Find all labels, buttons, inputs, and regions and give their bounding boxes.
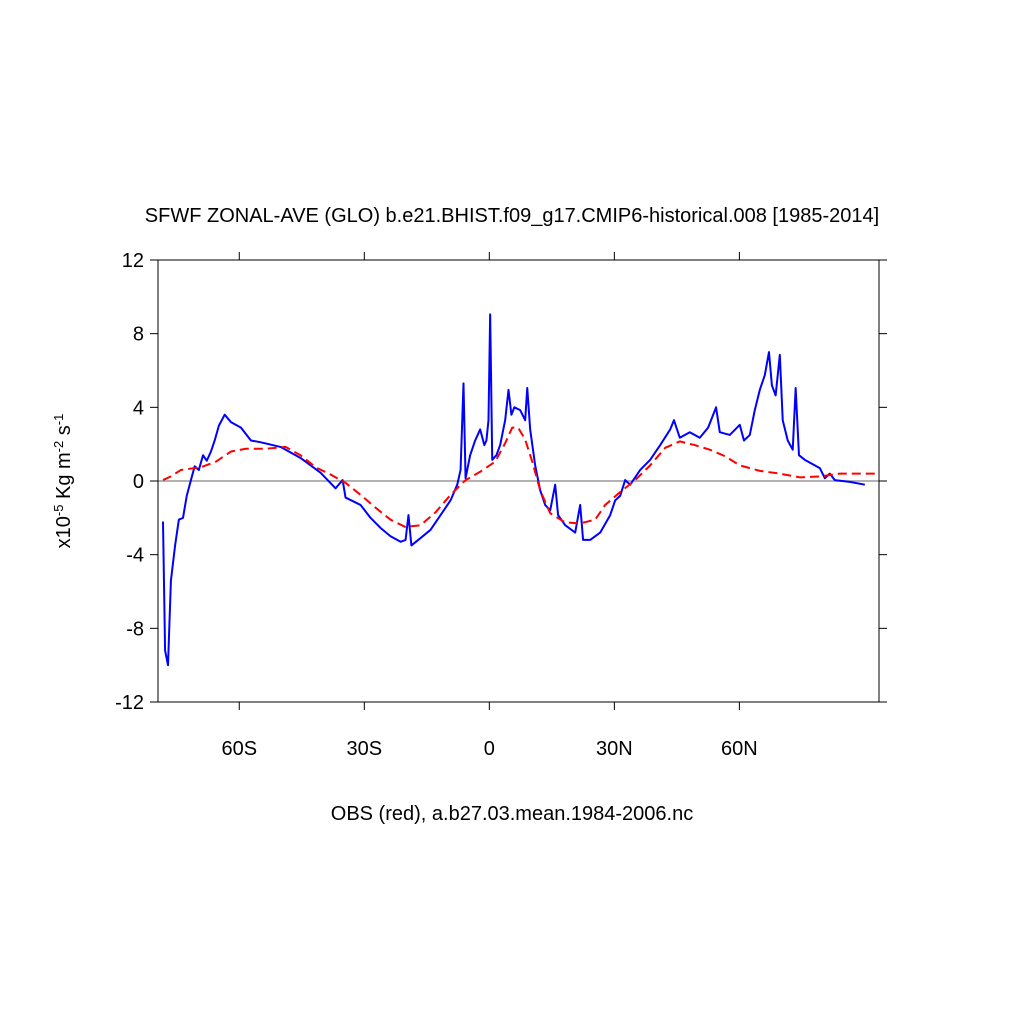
- chart-title: SFWF ZONAL-AVE (GLO) b.e21.BHIST.f09_g17…: [145, 205, 879, 227]
- y-tick-label: 4: [133, 397, 144, 419]
- x-axis-label: OBS (red), a.b27.03.mean.1984-2006.nc: [331, 803, 693, 825]
- series-line: [162, 313, 866, 667]
- x-tick-label: 60N: [721, 738, 758, 760]
- y-axis-label-part: -1: [51, 414, 66, 426]
- y-tick-label: 0: [133, 471, 144, 493]
- series-line: [162, 426, 878, 529]
- y-axis-label-part: s: [53, 425, 75, 441]
- y-axis-label-part: Kg m: [53, 452, 75, 504]
- y-axis-label: x10-5 Kg m-2 s-1: [51, 414, 76, 549]
- y-axis-label-part: x10: [53, 516, 75, 548]
- y-axis-label-part: -5: [51, 505, 66, 517]
- y-tick-label: -12: [115, 692, 144, 714]
- y-tick-label: -8: [126, 618, 144, 640]
- x-tick-label: 0: [484, 738, 495, 760]
- y-axis-label-part: -2: [51, 441, 66, 453]
- x-tick-label: 30S: [347, 738, 383, 760]
- x-tick-label: 60S: [221, 738, 257, 760]
- plot-frame: [157, 259, 880, 703]
- y-tick-label: -4: [126, 545, 144, 567]
- x-tick-label: 30N: [596, 738, 633, 760]
- y-tick-label: 8: [133, 324, 144, 346]
- y-tick-label: 12: [122, 250, 144, 272]
